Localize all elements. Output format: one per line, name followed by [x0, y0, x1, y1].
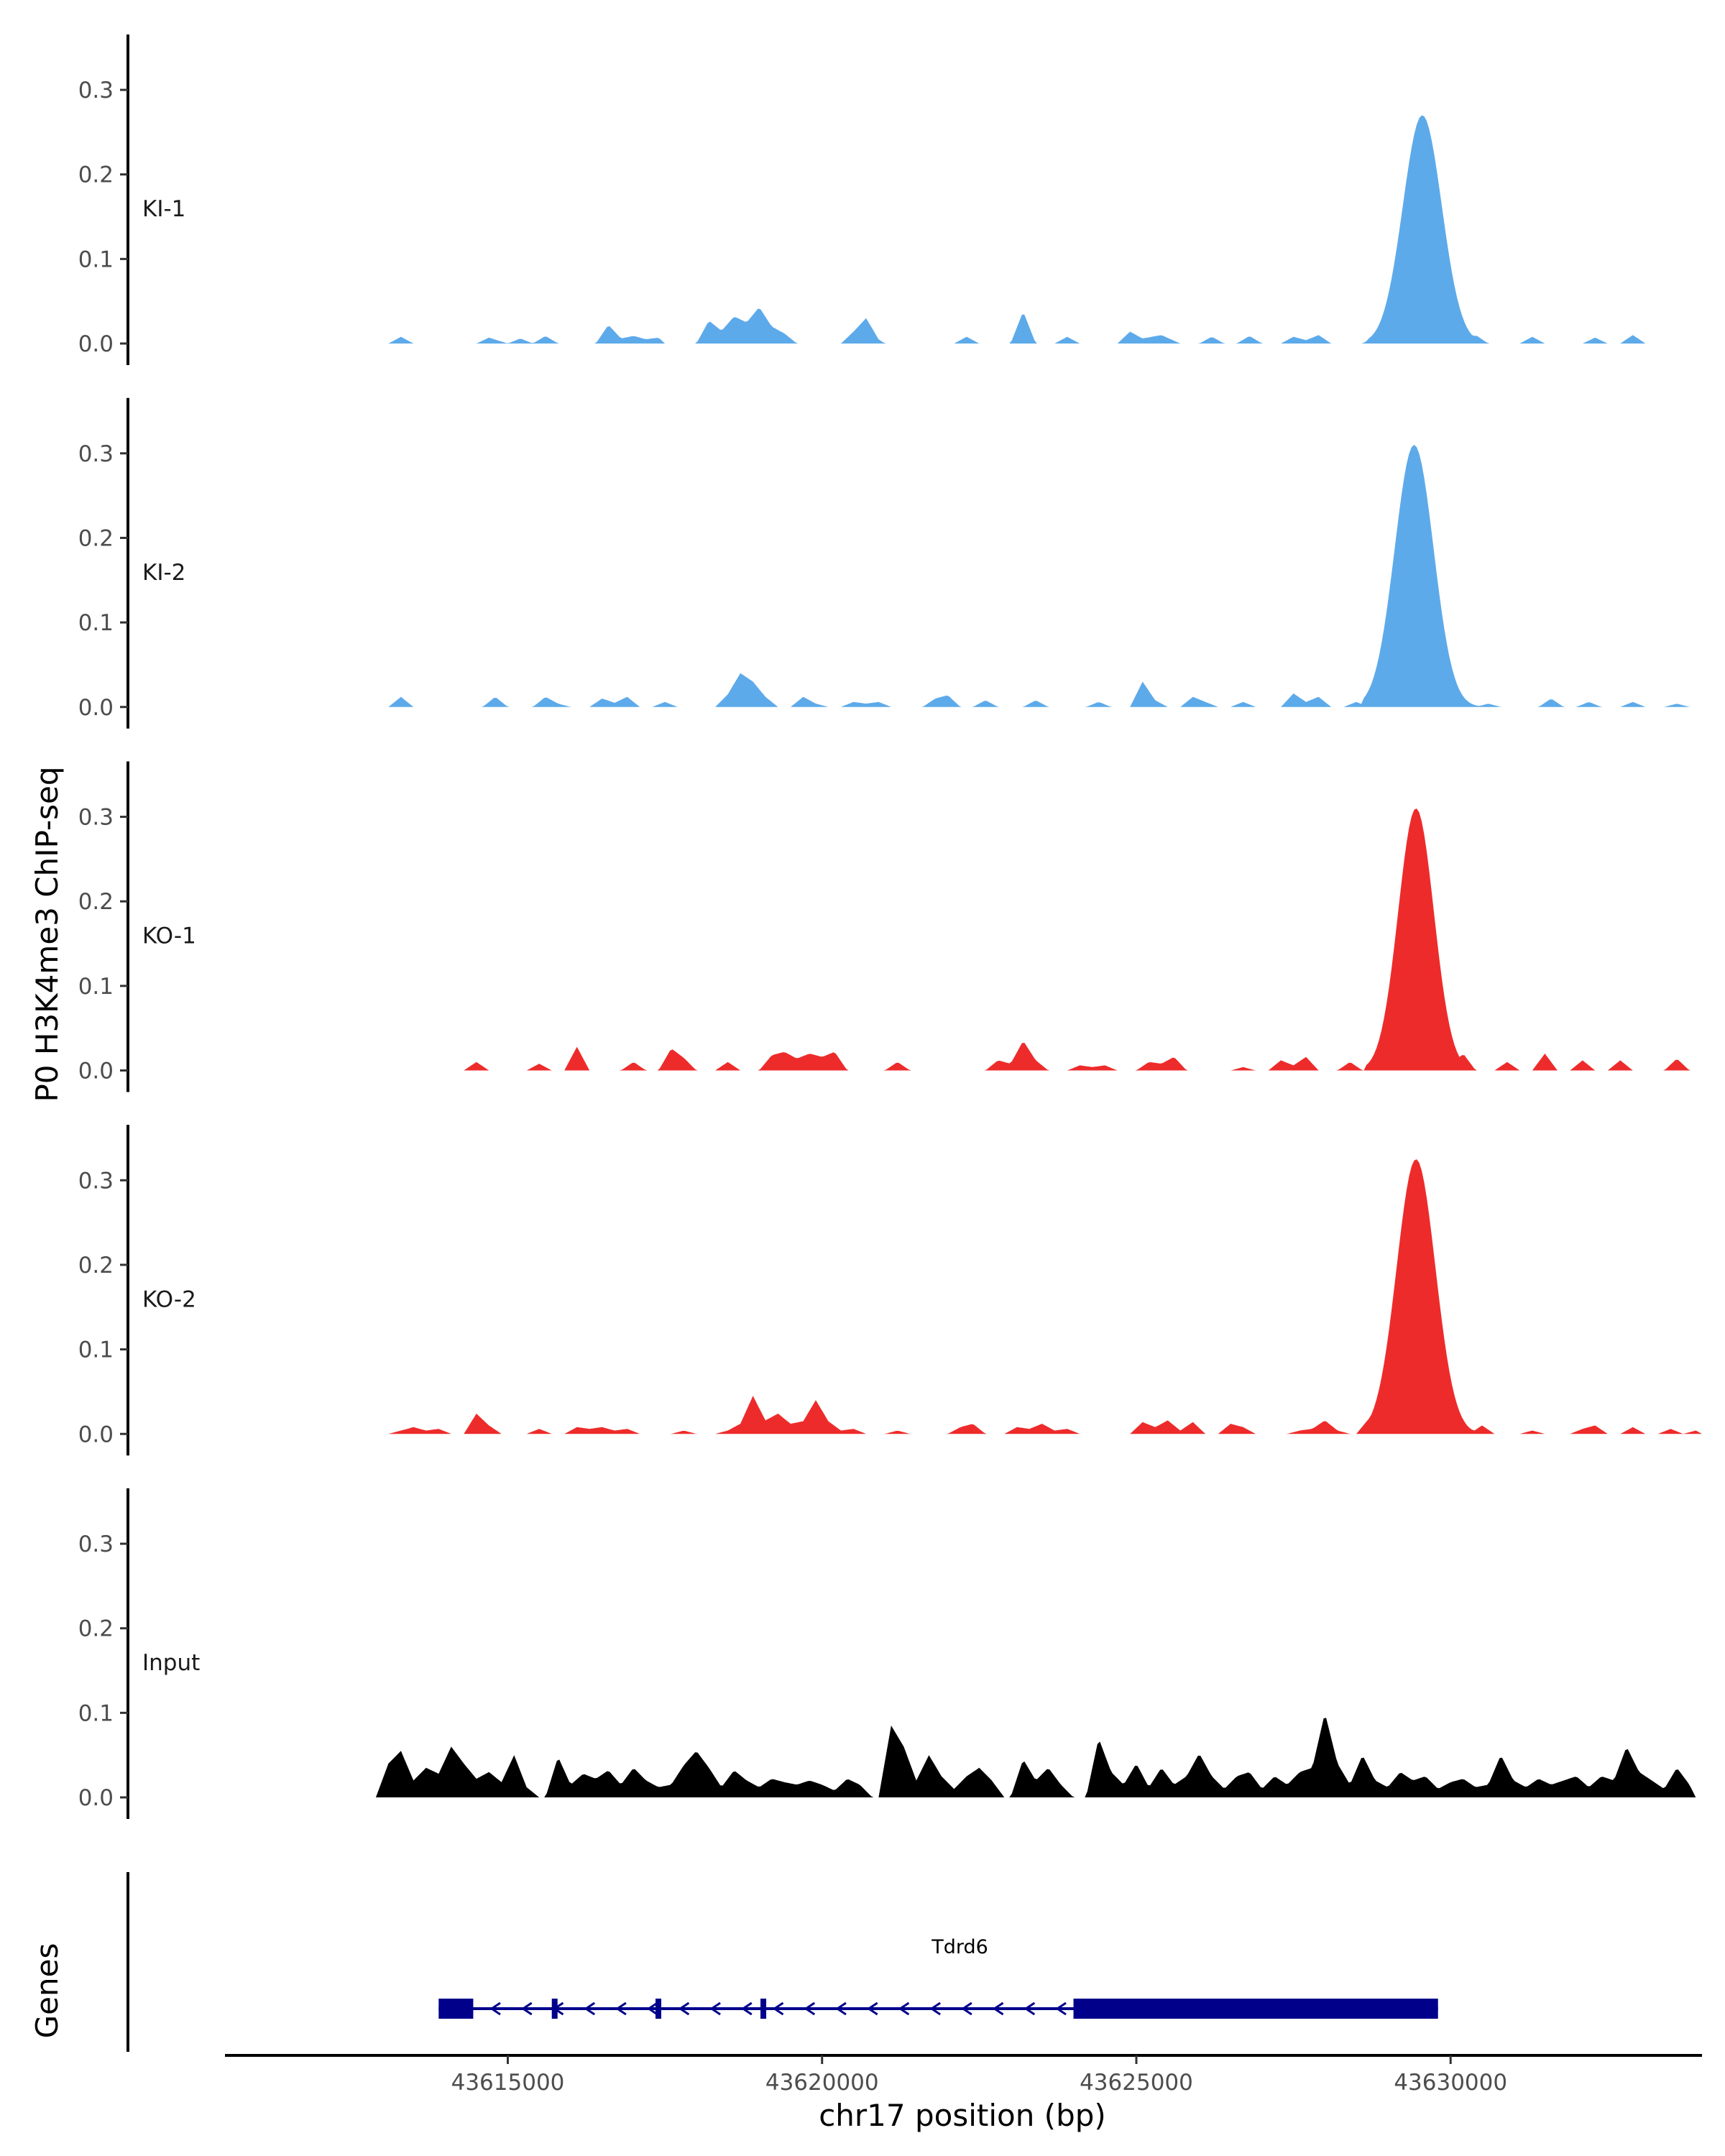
y-tick-label: 0.1: [78, 1700, 114, 1726]
y-tick-label: 0.2: [78, 889, 114, 915]
strand-arrow: [678, 2001, 690, 2016]
strand-arrow: [584, 2001, 596, 2016]
track-label-ki-2: KI-2: [142, 560, 185, 586]
y-tick-label: 0.1: [78, 1337, 114, 1363]
genes-axis-title: Genes: [29, 1943, 65, 2039]
x-tick-label: 43620000: [765, 2070, 879, 2096]
track-label-input: Input: [142, 1650, 200, 1676]
track-ki-1: 0.0 0.1 0.2 0.3 KI-1: [78, 34, 1702, 365]
x-axis: 43615000 43620000 43625000 43630000: [225, 2054, 1702, 2096]
coverage-ki-1: [388, 115, 1702, 344]
y-tick-label: 0.0: [78, 1422, 114, 1447]
x-axis-title: chr17 position (bp): [819, 2098, 1106, 2133]
track-label-ko-1: KO-1: [142, 923, 196, 949]
gene-exon: [760, 1999, 767, 2019]
strand-arrow: [489, 2001, 501, 2016]
y-tick-label: 0.0: [78, 331, 114, 357]
track-label-ki-1: KI-1: [142, 196, 185, 222]
y-tick-label: 0.3: [78, 1531, 114, 1557]
gene-label: Tdrd6: [931, 1936, 988, 1958]
x-tick-label: 43615000: [451, 2070, 565, 2096]
gene-exon: [551, 1999, 558, 2019]
strand-arrow: [804, 2001, 816, 2016]
gene-exon: [1073, 1999, 1438, 2019]
coverage-ko-1: [464, 808, 1702, 1071]
strand-arrow: [741, 2001, 753, 2016]
y-tick-label: 0.2: [78, 162, 114, 188]
y-tick-label: 0.3: [78, 78, 114, 103]
gene-exon: [438, 1999, 474, 2019]
strand-arrow: [929, 2001, 941, 2016]
strand-arrow: [772, 2001, 784, 2016]
y-tick-label: 0.2: [78, 1616, 114, 1642]
y-tick-label: 0.0: [78, 695, 114, 721]
track-ki-2: 0.0 0.1 0.2 0.3 KI-2: [78, 397, 1702, 729]
strand-arrow: [992, 2001, 1004, 2016]
y-tick-label: 0.3: [78, 1168, 114, 1194]
y-tick-label: 0.2: [78, 525, 114, 551]
y-tick-label: 0.3: [78, 805, 114, 831]
gene-exon: [656, 1999, 662, 2019]
strand-arrow: [961, 2001, 972, 2016]
strand-arrow: [1055, 2001, 1067, 2016]
track-input: 0.0 0.1 0.2 0.3 Input: [78, 1488, 1696, 1819]
strand-arrow: [1024, 2001, 1036, 2016]
x-tick-label: 43625000: [1080, 2070, 1193, 2096]
coverage-input: [375, 1718, 1696, 1797]
y-tick-label: 0.1: [78, 610, 114, 636]
strand-arrow: [646, 2001, 658, 2016]
strand-arrow: [866, 2001, 878, 2016]
genes-panel: Tdrd6: [126, 1872, 1438, 2052]
y-tick-label: 0.2: [78, 1253, 114, 1279]
y-tick-label: 0.0: [78, 1059, 114, 1084]
y-tick-label: 0.0: [78, 1785, 114, 1811]
y-tick-label: 0.1: [78, 247, 114, 272]
strand-arrow: [615, 2001, 627, 2016]
y-tick-label: 0.3: [78, 441, 114, 467]
strand-arrow: [835, 2001, 847, 2016]
strand-arrow: [521, 2001, 533, 2016]
track-ko-1: 0.0 0.1 0.2 0.3 KO-1: [78, 761, 1702, 1092]
x-tick-label: 43630000: [1394, 2070, 1507, 2096]
y-axis-title: P0 H3K4me3 ChIP-seq: [29, 766, 65, 1102]
track-label-ko-2: KO-2: [142, 1286, 196, 1312]
tracks: 0.00.10.20.3KI-10.00.10.20.3KI-20.00.10.…: [78, 34, 1702, 1819]
y-tick-label: 0.1: [78, 974, 114, 1000]
strand-arrow: [709, 2001, 721, 2016]
track-ko-2: 0.0 0.1 0.2 0.3 KO-2: [78, 1125, 1702, 1456]
strand-arrow: [898, 2001, 910, 2016]
